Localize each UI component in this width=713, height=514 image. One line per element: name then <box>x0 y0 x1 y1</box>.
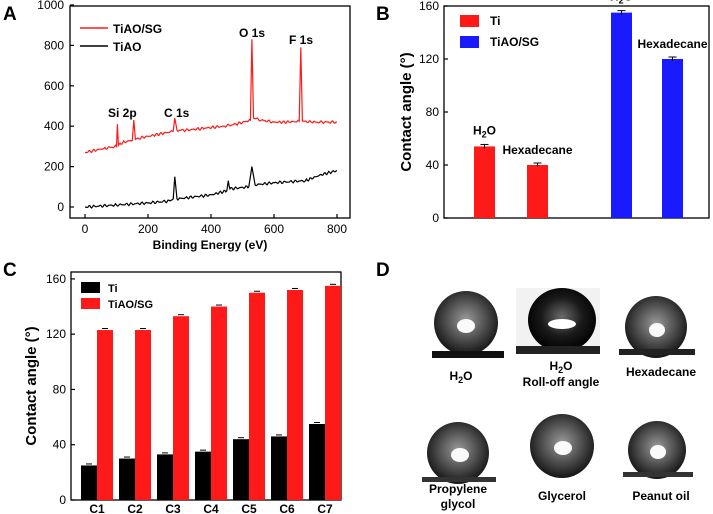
panel-letter-b: B <box>376 4 390 25</box>
c-y-axis-label: Contact angle (°) <box>23 326 40 445</box>
contact-angle-chart-b: 0 40 80 120 160 H2O Hexadecane H2O Hexadecane T… <box>398 0 710 225</box>
peak-label-o1s: O 1s <box>239 26 265 40</box>
droplet-caption-roll-off-angle: Roll-off angle <box>523 375 600 389</box>
c-x-tick-label: C4 <box>203 502 219 514</box>
legend-swatch-ti-c <box>81 282 100 293</box>
xps-series-tiao-sg <box>84 39 338 154</box>
c-y-tick-label: 120 <box>46 327 66 341</box>
c-y-tick-label: 80 <box>53 382 67 396</box>
xps-x-axis-label: Binding Energy (eV) <box>153 238 268 252</box>
panel-letter-a: A <box>3 4 17 25</box>
c-bar-ti <box>119 458 135 500</box>
legend-swatch-tiao-sg-b <box>460 36 479 48</box>
droplet-caption-propylene: Propylene <box>429 482 487 496</box>
xps-y-tick-label: 1000 <box>37 0 64 12</box>
c-bar-tiao-sg <box>325 285 341 500</box>
droplet-caption-h2o: H2O <box>449 369 472 385</box>
c-x-tick-label: C2 <box>127 502 143 514</box>
c-bar-ti <box>157 454 173 500</box>
xps-plot-frame <box>69 5 351 219</box>
legend-swatch-ti-b <box>460 15 479 27</box>
c-bar-tiao-sg <box>97 330 113 500</box>
b-y-tick-label: 0 <box>432 211 439 225</box>
b-bar-label: Hexadecane <box>637 37 707 51</box>
droplet-caption-peanut-oil: Peanut oil <box>632 489 689 503</box>
b-y-tick-label: 160 <box>419 0 439 13</box>
legend-label-ti-b: Ti <box>490 14 500 28</box>
panel-letter-d: D <box>376 260 390 281</box>
b-y-axis-label: Contact angle (°) <box>398 52 415 171</box>
c-bar-tiao-sg <box>135 330 151 500</box>
c-bar-tiao-sg <box>173 316 189 500</box>
droplet-caption-hexadecane: Hexadecane <box>626 365 696 379</box>
droplet-images: H2O H2O Roll-off angle Hexadecane Propyl… <box>422 288 696 511</box>
b-bar <box>611 12 632 218</box>
droplet-photo-propylene-glycol <box>422 422 496 484</box>
xps-y-tick-label: 0 <box>57 200 64 214</box>
legend-label-tiao-sg: TiAO/SG <box>113 22 162 36</box>
b-bar-label: H2O <box>610 0 633 6</box>
c-bar-ti <box>233 439 249 500</box>
xps-y-tick-label: 800 <box>44 38 64 52</box>
xps-x-tick-label: 0 <box>82 222 89 236</box>
droplet-caption-glycol: glycol <box>441 497 476 511</box>
droplet-photo-h2o <box>432 291 504 358</box>
xps-chart: 0 200 400 600 800 0 200 400 600 800 1000 TiAO/SG T… <box>37 0 351 252</box>
xps-x-tick-label: 600 <box>264 222 284 236</box>
xps-x-tick-label: 400 <box>201 222 221 236</box>
xps-x-tick-label: 200 <box>138 222 158 236</box>
droplet-caption-h2o-roll-off: H2O <box>549 359 572 375</box>
peak-label-c1s: C 1s <box>164 106 190 120</box>
c-bar-tiao-sg <box>249 292 265 500</box>
contact-angle-chart-c: 0 40 80 120 160 C1 C2 C3 C4 C5 C6 C7 Ti TiAO/SG Con… <box>23 271 342 514</box>
b-y-tick-label: 120 <box>419 52 439 66</box>
c-bar-ti <box>309 424 325 500</box>
c-x-tick-label: C6 <box>279 502 295 514</box>
xps-series-tiao <box>84 166 338 209</box>
droplet-photo-hexadecane <box>619 296 695 358</box>
legend-label-tiao-sg-b: TiAO/SG <box>490 35 539 49</box>
c-x-tick-label: C3 <box>165 502 181 514</box>
b-y-tick-label: 80 <box>426 105 440 119</box>
xps-y-tick-label: 600 <box>44 79 64 93</box>
b-bar <box>527 165 548 218</box>
xps-y-tick-label: 400 <box>44 119 64 133</box>
droplet-photo-h2o-roll-off <box>516 288 600 354</box>
b-bar <box>474 146 495 218</box>
c-y-tick-label: 160 <box>46 272 66 286</box>
xps-x-tick-label: 800 <box>327 222 347 236</box>
droplet-caption-glycerol: Glycerol <box>538 489 586 503</box>
c-y-tick-label: 40 <box>53 438 67 452</box>
droplet-photo-peanut-oil <box>623 421 693 479</box>
c-bar-ti <box>81 465 97 500</box>
b-y-tick-label: 40 <box>426 158 440 172</box>
b-bar <box>662 59 683 218</box>
c-y-tick-label: 0 <box>59 493 66 507</box>
legend-swatch-tiao-sg-c <box>81 298 100 309</box>
panel-letter-c: C <box>3 260 17 281</box>
peak-label-f1s: F 1s <box>289 33 313 47</box>
peak-label-si2p: Si 2p <box>108 106 137 120</box>
droplet-photo-glycerol <box>530 414 594 478</box>
c-bar-ti <box>195 451 211 500</box>
c-bar-tiao-sg <box>287 289 303 500</box>
c-x-tick-label: C7 <box>317 502 333 514</box>
legend-label-tiao: TiAO <box>113 40 141 54</box>
c-bar-ti <box>271 436 287 500</box>
legend-label-ti-c: Ti <box>108 283 118 295</box>
c-bar-tiao-sg <box>211 306 227 500</box>
b-bar-label: Hexadecane <box>502 143 572 157</box>
legend-label-tiao-sg-c: TiAO/SG <box>108 299 153 311</box>
c-x-tick-label: C1 <box>89 502 105 514</box>
xps-y-tick-label: 200 <box>44 160 64 174</box>
b-bar-label: H2O <box>473 123 496 139</box>
c-x-tick-label: C5 <box>241 502 257 514</box>
